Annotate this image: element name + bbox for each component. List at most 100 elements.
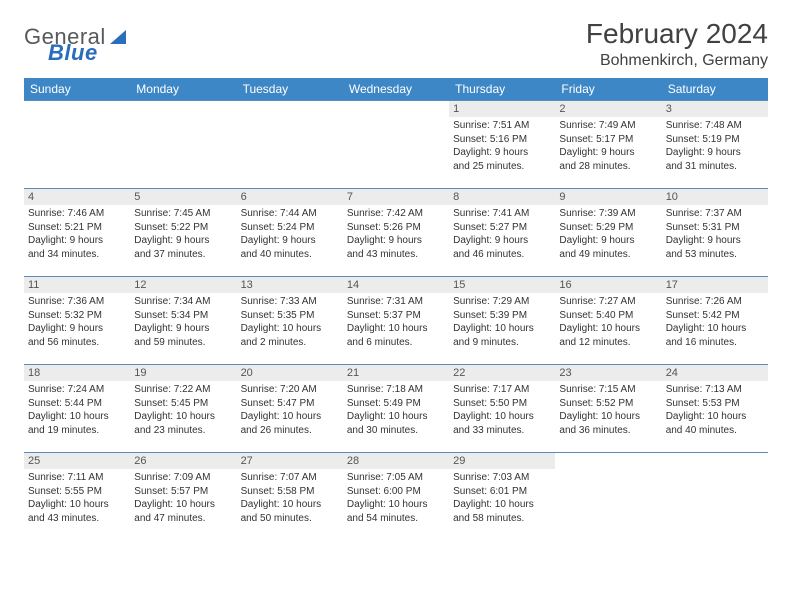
day-d2: and 50 minutes. [241, 512, 339, 526]
day-number: 9 [555, 189, 661, 205]
logo-triangle-icon [110, 30, 126, 44]
day-d1: Daylight: 9 hours [134, 322, 232, 336]
day-ss: Sunset: 5:47 PM [241, 397, 339, 411]
day-info: Sunrise: 7:36 AMSunset: 5:32 PMDaylight:… [24, 293, 130, 353]
calendar-cell: 19Sunrise: 7:22 AMSunset: 5:45 PMDayligh… [130, 365, 236, 453]
calendar-cell: 10Sunrise: 7:37 AMSunset: 5:31 PMDayligh… [662, 189, 768, 277]
day-number: 20 [237, 365, 343, 381]
day-d2: and 56 minutes. [28, 336, 126, 350]
calendar-cell [662, 453, 768, 541]
day-ss: Sunset: 5:31 PM [666, 221, 764, 235]
day-d1: Daylight: 10 hours [453, 498, 551, 512]
day-d1: Daylight: 10 hours [453, 322, 551, 336]
day-ss: Sunset: 5:19 PM [666, 133, 764, 147]
day-number: 17 [662, 277, 768, 293]
calendar-cell: 21Sunrise: 7:18 AMSunset: 5:49 PMDayligh… [343, 365, 449, 453]
day-sr: Sunrise: 7:29 AM [453, 295, 551, 309]
day-d2: and 23 minutes. [134, 424, 232, 438]
calendar-thead: Sunday Monday Tuesday Wednesday Thursday… [24, 78, 768, 101]
day-ss: Sunset: 5:39 PM [453, 309, 551, 323]
day-number: 4 [24, 189, 130, 205]
day-number: 2 [555, 101, 661, 117]
day-d2: and 25 minutes. [453, 160, 551, 174]
day-ss: Sunset: 5:49 PM [347, 397, 445, 411]
day-number: 23 [555, 365, 661, 381]
calendar-cell: 2Sunrise: 7:49 AMSunset: 5:17 PMDaylight… [555, 101, 661, 189]
day-d2: and 40 minutes. [241, 248, 339, 262]
calendar-cell: 9Sunrise: 7:39 AMSunset: 5:29 PMDaylight… [555, 189, 661, 277]
day-d1: Daylight: 9 hours [559, 234, 657, 248]
day-info: Sunrise: 7:26 AMSunset: 5:42 PMDaylight:… [662, 293, 768, 353]
logo-text-2: Blue [48, 40, 98, 65]
weekday-monday: Monday [130, 78, 236, 101]
day-d1: Daylight: 10 hours [347, 498, 445, 512]
day-ss: Sunset: 5:42 PM [666, 309, 764, 323]
day-info: Sunrise: 7:03 AMSunset: 6:01 PMDaylight:… [449, 469, 555, 529]
month-title: February 2024 [586, 18, 768, 50]
day-sr: Sunrise: 7:46 AM [28, 207, 126, 221]
calendar-page: General February 2024 Bohmenkirch, Germa… [0, 0, 792, 612]
calendar-cell [130, 101, 236, 189]
day-info: Sunrise: 7:46 AMSunset: 5:21 PMDaylight:… [24, 205, 130, 265]
day-number: 3 [662, 101, 768, 117]
day-d1: Daylight: 9 hours [28, 234, 126, 248]
day-number: 8 [449, 189, 555, 205]
calendar-row: 11Sunrise: 7:36 AMSunset: 5:32 PMDayligh… [24, 277, 768, 365]
day-d1: Daylight: 10 hours [134, 410, 232, 424]
day-number: 6 [237, 189, 343, 205]
day-ss: Sunset: 5:32 PM [28, 309, 126, 323]
day-d1: Daylight: 10 hours [134, 498, 232, 512]
day-d1: Daylight: 10 hours [559, 322, 657, 336]
day-info: Sunrise: 7:13 AMSunset: 5:53 PMDaylight:… [662, 381, 768, 441]
day-number: 27 [237, 453, 343, 469]
calendar-cell: 20Sunrise: 7:20 AMSunset: 5:47 PMDayligh… [237, 365, 343, 453]
calendar-cell [343, 101, 449, 189]
day-d1: Daylight: 9 hours [241, 234, 339, 248]
day-ss: Sunset: 5:40 PM [559, 309, 657, 323]
day-d2: and 43 minutes. [347, 248, 445, 262]
calendar-cell: 1Sunrise: 7:51 AMSunset: 5:16 PMDaylight… [449, 101, 555, 189]
day-ss: Sunset: 5:37 PM [347, 309, 445, 323]
day-sr: Sunrise: 7:22 AM [134, 383, 232, 397]
calendar-cell: 12Sunrise: 7:34 AMSunset: 5:34 PMDayligh… [130, 277, 236, 365]
calendar-cell [24, 101, 130, 189]
day-info: Sunrise: 7:45 AMSunset: 5:22 PMDaylight:… [130, 205, 236, 265]
day-d2: and 2 minutes. [241, 336, 339, 350]
day-ss: Sunset: 5:53 PM [666, 397, 764, 411]
calendar-table: Sunday Monday Tuesday Wednesday Thursday… [24, 78, 768, 541]
day-sr: Sunrise: 7:39 AM [559, 207, 657, 221]
day-ss: Sunset: 5:50 PM [453, 397, 551, 411]
day-d2: and 47 minutes. [134, 512, 232, 526]
calendar-cell: 15Sunrise: 7:29 AMSunset: 5:39 PMDayligh… [449, 277, 555, 365]
day-d1: Daylight: 10 hours [28, 498, 126, 512]
weekday-thursday: Thursday [449, 78, 555, 101]
day-number: 26 [130, 453, 236, 469]
day-info: Sunrise: 7:37 AMSunset: 5:31 PMDaylight:… [662, 205, 768, 265]
day-sr: Sunrise: 7:51 AM [453, 119, 551, 133]
day-number: 11 [24, 277, 130, 293]
day-sr: Sunrise: 7:37 AM [666, 207, 764, 221]
calendar-row: 1Sunrise: 7:51 AMSunset: 5:16 PMDaylight… [24, 101, 768, 189]
calendar-row: 18Sunrise: 7:24 AMSunset: 5:44 PMDayligh… [24, 365, 768, 453]
day-d1: Daylight: 10 hours [241, 410, 339, 424]
day-d2: and 9 minutes. [453, 336, 551, 350]
day-ss: Sunset: 5:52 PM [559, 397, 657, 411]
day-ss: Sunset: 5:44 PM [28, 397, 126, 411]
day-number: 25 [24, 453, 130, 469]
day-d2: and 46 minutes. [453, 248, 551, 262]
day-d1: Daylight: 9 hours [453, 146, 551, 160]
calendar-cell: 13Sunrise: 7:33 AMSunset: 5:35 PMDayligh… [237, 277, 343, 365]
day-info: Sunrise: 7:44 AMSunset: 5:24 PMDaylight:… [237, 205, 343, 265]
day-number: 1 [449, 101, 555, 117]
day-d2: and 19 minutes. [28, 424, 126, 438]
day-d2: and 59 minutes. [134, 336, 232, 350]
day-d2: and 30 minutes. [347, 424, 445, 438]
calendar-row: 25Sunrise: 7:11 AMSunset: 5:55 PMDayligh… [24, 453, 768, 541]
day-ss: Sunset: 5:34 PM [134, 309, 232, 323]
day-d1: Daylight: 10 hours [666, 322, 764, 336]
day-number: 10 [662, 189, 768, 205]
calendar-cell [555, 453, 661, 541]
day-ss: Sunset: 5:55 PM [28, 485, 126, 499]
day-d2: and 54 minutes. [347, 512, 445, 526]
day-info: Sunrise: 7:34 AMSunset: 5:34 PMDaylight:… [130, 293, 236, 353]
